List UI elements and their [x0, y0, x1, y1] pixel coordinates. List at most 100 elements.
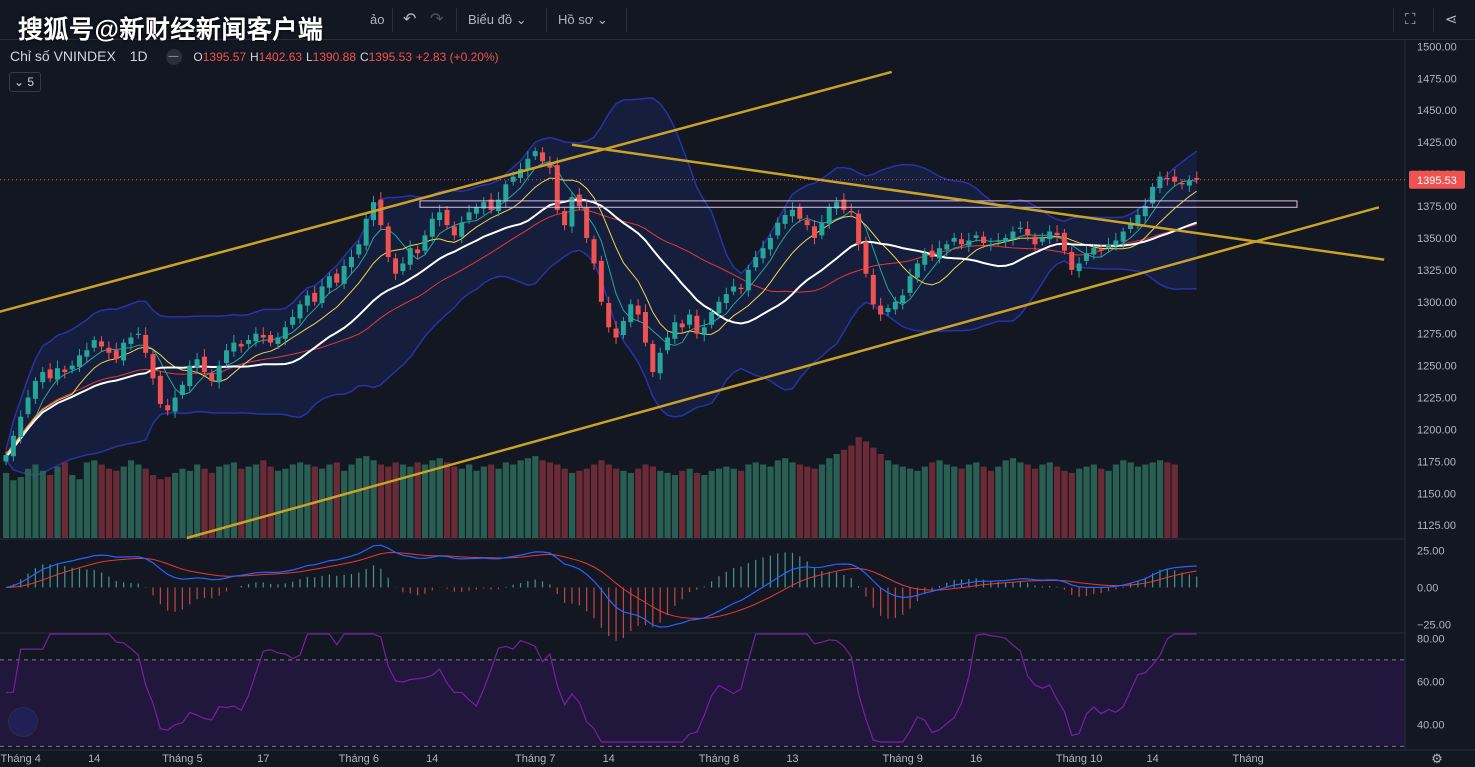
- menu-bieu-do[interactable]: Biểu đồ ⌄: [468, 0, 527, 40]
- tradingview-logo-icon[interactable]: [8, 707, 38, 737]
- volume-bar: [532, 456, 539, 538]
- redo-icon[interactable]: ↷: [430, 11, 444, 28]
- volume-bar: [54, 466, 61, 538]
- undo-icon[interactable]: ↶: [403, 11, 417, 28]
- volume-bar: [113, 470, 120, 538]
- time-tick-label: 14: [426, 753, 438, 765]
- candle-body: [679, 323, 685, 328]
- candle-body: [973, 235, 979, 238]
- candle-body: [856, 213, 862, 245]
- candle-body: [290, 317, 296, 325]
- rsi-tick-label: 80.00: [1417, 633, 1445, 645]
- symbol-name[interactable]: Chỉ số VNINDEX: [10, 48, 116, 64]
- volume-bar: [627, 472, 634, 538]
- volume-bar: [840, 449, 848, 538]
- candle-body: [591, 239, 597, 264]
- volume-bar: [1164, 462, 1171, 538]
- volume-bar: [1098, 468, 1105, 538]
- candle-body: [495, 199, 501, 212]
- candle-body: [466, 212, 472, 221]
- volume-bar: [1156, 460, 1164, 538]
- volume-bar: [965, 464, 973, 538]
- descending-trend-line: [571, 143, 1385, 261]
- candle-body: [687, 314, 693, 325]
- chart-canvas[interactable]: 1500.001475.001450.001425.001400.001375.…: [0, 40, 1475, 767]
- volume-bar: [98, 464, 105, 538]
- volume-bar: [1039, 464, 1046, 538]
- price-tick-label: 1425.00: [1417, 137, 1457, 149]
- interval-label[interactable]: 1D: [129, 48, 148, 64]
- volume-bar: [826, 458, 833, 538]
- volume-bar: [120, 466, 127, 538]
- candle-body: [451, 226, 457, 236]
- time-tick-label: Tháng 6: [339, 753, 379, 765]
- candle-body: [848, 211, 854, 213]
- candle-body: [988, 244, 994, 246]
- bollinger-fill: [6, 98, 1197, 476]
- rsi-tick-label: 60.00: [1417, 677, 1445, 689]
- toolbar-partial-label[interactable]: ảo: [370, 12, 385, 27]
- candle-body: [936, 248, 942, 259]
- price-tick-label: 1325.00: [1417, 265, 1457, 277]
- volume-bar: [348, 464, 355, 538]
- volume-bar: [914, 470, 921, 538]
- candle-body: [1032, 236, 1038, 245]
- hide-eye-icon[interactable]: —: [165, 49, 182, 66]
- macd-tick-label: 0.00: [1417, 582, 1438, 594]
- volume-bar: [1002, 460, 1009, 538]
- volume-bar: [245, 466, 252, 538]
- candle-body: [767, 237, 773, 250]
- candle-body: [753, 257, 759, 268]
- volume-bar: [524, 458, 532, 538]
- candle-body: [547, 162, 553, 168]
- candle-body: [297, 304, 303, 319]
- volume-bar: [473, 470, 480, 538]
- candle-body: [1164, 177, 1170, 180]
- fullscreen-icon[interactable]: ⛶: [1405, 11, 1416, 28]
- volume-bar: [458, 468, 465, 538]
- candle-body: [378, 199, 384, 226]
- volume-bar: [150, 475, 157, 538]
- candle-body: [231, 342, 237, 352]
- indicator-toggle[interactable]: ⌄ 5: [9, 72, 41, 92]
- candle-body: [1142, 206, 1148, 217]
- candle-body: [1091, 248, 1097, 255]
- candle-body: [1150, 186, 1156, 204]
- volume-bar: [1090, 464, 1097, 538]
- volume-bar: [135, 464, 142, 538]
- close-label: C: [359, 50, 369, 64]
- volume-bar: [885, 460, 892, 538]
- candle-body: [620, 320, 626, 335]
- price-tick-label: 1275.00: [1417, 329, 1457, 341]
- candle-body: [959, 239, 964, 245]
- volume-bar: [561, 468, 568, 538]
- volume-bar: [877, 454, 884, 538]
- volume-bar: [936, 460, 943, 538]
- time-tick-label: Tháng 9: [883, 753, 923, 765]
- volume-bar: [282, 468, 289, 538]
- change-value: +2.83 (+0.20%): [415, 50, 499, 64]
- volume-bar: [598, 460, 605, 538]
- indicator-count: 5: [27, 75, 35, 89]
- time-tick-label: 14: [603, 753, 615, 765]
- menu-ho-so[interactable]: Hồ sơ ⌄: [558, 0, 608, 40]
- candle-body: [694, 315, 700, 334]
- time-tick-label: Tháng 8: [699, 753, 739, 765]
- candle-body: [1113, 240, 1119, 246]
- volume-bar: [61, 462, 68, 538]
- open-value: 1395.57: [202, 50, 247, 64]
- volume-bar: [1076, 468, 1083, 538]
- volume-bar: [870, 447, 877, 538]
- candle-body: [532, 151, 538, 157]
- volume-bar: [1024, 464, 1031, 538]
- candle-body: [510, 176, 516, 182]
- share-icon[interactable]: ⋖: [1445, 11, 1458, 28]
- candle-body: [62, 369, 68, 372]
- volume-bar: [708, 470, 715, 538]
- candle-body: [789, 209, 795, 217]
- candle-body: [209, 373, 215, 381]
- volume-bar: [370, 460, 377, 538]
- candle-body: [650, 343, 656, 372]
- candle-body: [10, 435, 16, 457]
- candle-body: [54, 368, 60, 380]
